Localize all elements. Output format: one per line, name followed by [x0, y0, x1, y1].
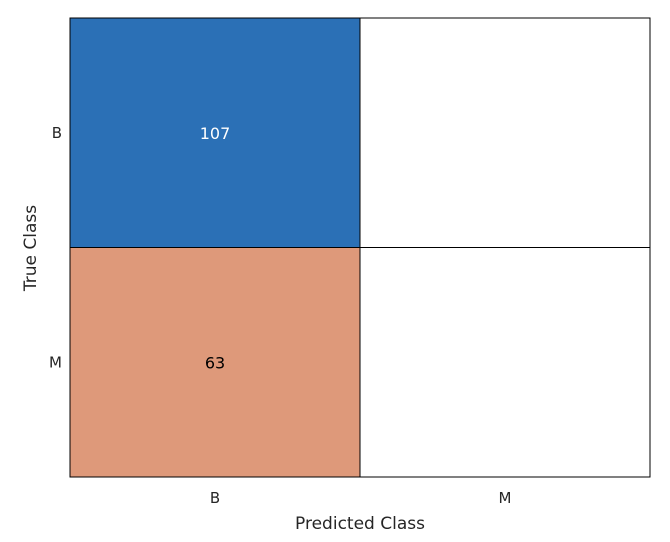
cell-B-B	[69, 17, 361, 248]
x-tick-label: B	[210, 489, 220, 507]
cell-M-B	[69, 247, 361, 478]
cell-B-M	[359, 17, 651, 248]
cell-M-M	[359, 247, 651, 478]
y-tick-label: B	[52, 124, 62, 142]
plot-frame	[69, 17, 651, 478]
cell-value-M-B: 63	[205, 353, 225, 372]
y-axis-label: True Class	[21, 205, 41, 292]
x-tick-label: M	[499, 489, 512, 507]
y-tick-labels: BM	[49, 124, 62, 372]
heatmap-cells: 107 63	[69, 17, 651, 478]
x-axis-label: Predicted Class	[295, 514, 425, 534]
cell-value-B-B: 107	[200, 124, 231, 143]
y-tick-label: M	[49, 353, 62, 371]
